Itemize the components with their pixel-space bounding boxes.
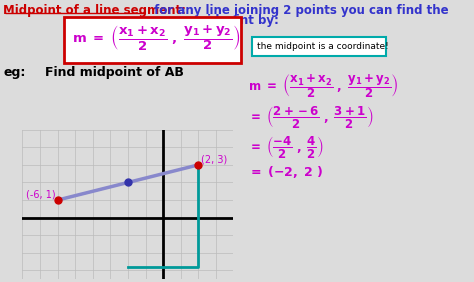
Text: midpoint by:: midpoint by:	[195, 14, 279, 27]
Text: $\mathbf{=\ \left(\dfrac{-4}{2}\ ,\ \dfrac{4}{2}\right)}$: $\mathbf{=\ \left(\dfrac{-4}{2}\ ,\ \dfr…	[248, 134, 324, 160]
Text: $\mathbf{m\ =\ \left(\dfrac{x_1 + x_2}{2}\ ,\ \dfrac{y_1 + y_2}{2}\right)}$: $\mathbf{m\ =\ \left(\dfrac{x_1 + x_2}{2…	[72, 23, 240, 52]
Text: (2, 3): (2, 3)	[201, 154, 227, 164]
Text: Find midpoint of AB: Find midpoint of AB	[45, 66, 184, 79]
Text: for any line joining 2 points you can find the: for any line joining 2 points you can fi…	[150, 4, 448, 17]
Text: the midpoint is a coordinate!: the midpoint is a coordinate!	[257, 42, 389, 51]
Text: $\mathbf{=\ \left(\dfrac{2 + -6}{2}\ ,\ \dfrac{3 + 1}{2}\right)}$: $\mathbf{=\ \left(\dfrac{2 + -6}{2}\ ,\ …	[248, 104, 374, 130]
FancyBboxPatch shape	[64, 17, 241, 63]
Text: $\mathbf{=\ ( -2,\ 2\ )}$: $\mathbf{=\ ( -2,\ 2\ )}$	[248, 164, 323, 180]
Text: eg:: eg:	[4, 66, 27, 79]
Text: $\mathbf{m\ =\ \left(\dfrac{x_1 + x_2}{2}\ ,\ \dfrac{y_1 + y_2}{2}\right)}$: $\mathbf{m\ =\ \left(\dfrac{x_1 + x_2}{2…	[248, 72, 399, 100]
Text: (-6, 1): (-6, 1)	[26, 190, 56, 199]
Text: Midpoint of a line segment:: Midpoint of a line segment:	[3, 4, 186, 17]
FancyBboxPatch shape	[252, 37, 386, 56]
